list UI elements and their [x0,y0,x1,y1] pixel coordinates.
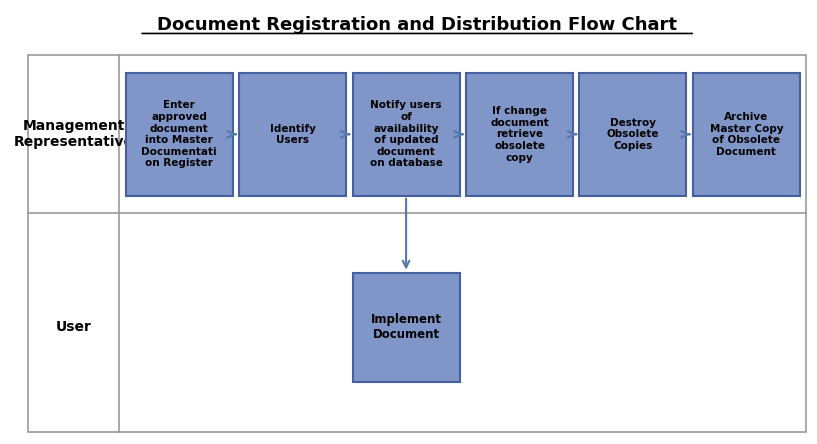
Text: Notify users
of
availability
of updated
document
on database: Notify users of availability of updated … [369,100,443,168]
FancyBboxPatch shape [353,273,460,382]
FancyBboxPatch shape [466,73,573,196]
Text: Management
Representative: Management Representative [14,119,134,150]
Text: Enter
approved
document
into Master
Documentati
on Register: Enter approved document into Master Docu… [141,100,217,168]
Text: Implement
Document: Implement Document [371,313,441,341]
FancyBboxPatch shape [693,73,800,196]
FancyBboxPatch shape [126,73,233,196]
Text: Archive
Master Copy
of Obsolete
Document: Archive Master Copy of Obsolete Document [710,112,784,157]
FancyBboxPatch shape [579,73,686,196]
Text: Identify
Users: Identify Users [270,123,315,145]
Text: User: User [56,320,92,334]
FancyBboxPatch shape [353,73,460,196]
Text: Document Registration and Distribution Flow Chart: Document Registration and Distribution F… [157,16,677,34]
Bar [28,56,806,432]
Text: Destroy
Obsolete
Copies: Destroy Obsolete Copies [607,118,659,151]
FancyBboxPatch shape [239,73,346,196]
Text: If change
document
retrieve
obsolete
copy: If change document retrieve obsolete cop… [490,106,549,163]
